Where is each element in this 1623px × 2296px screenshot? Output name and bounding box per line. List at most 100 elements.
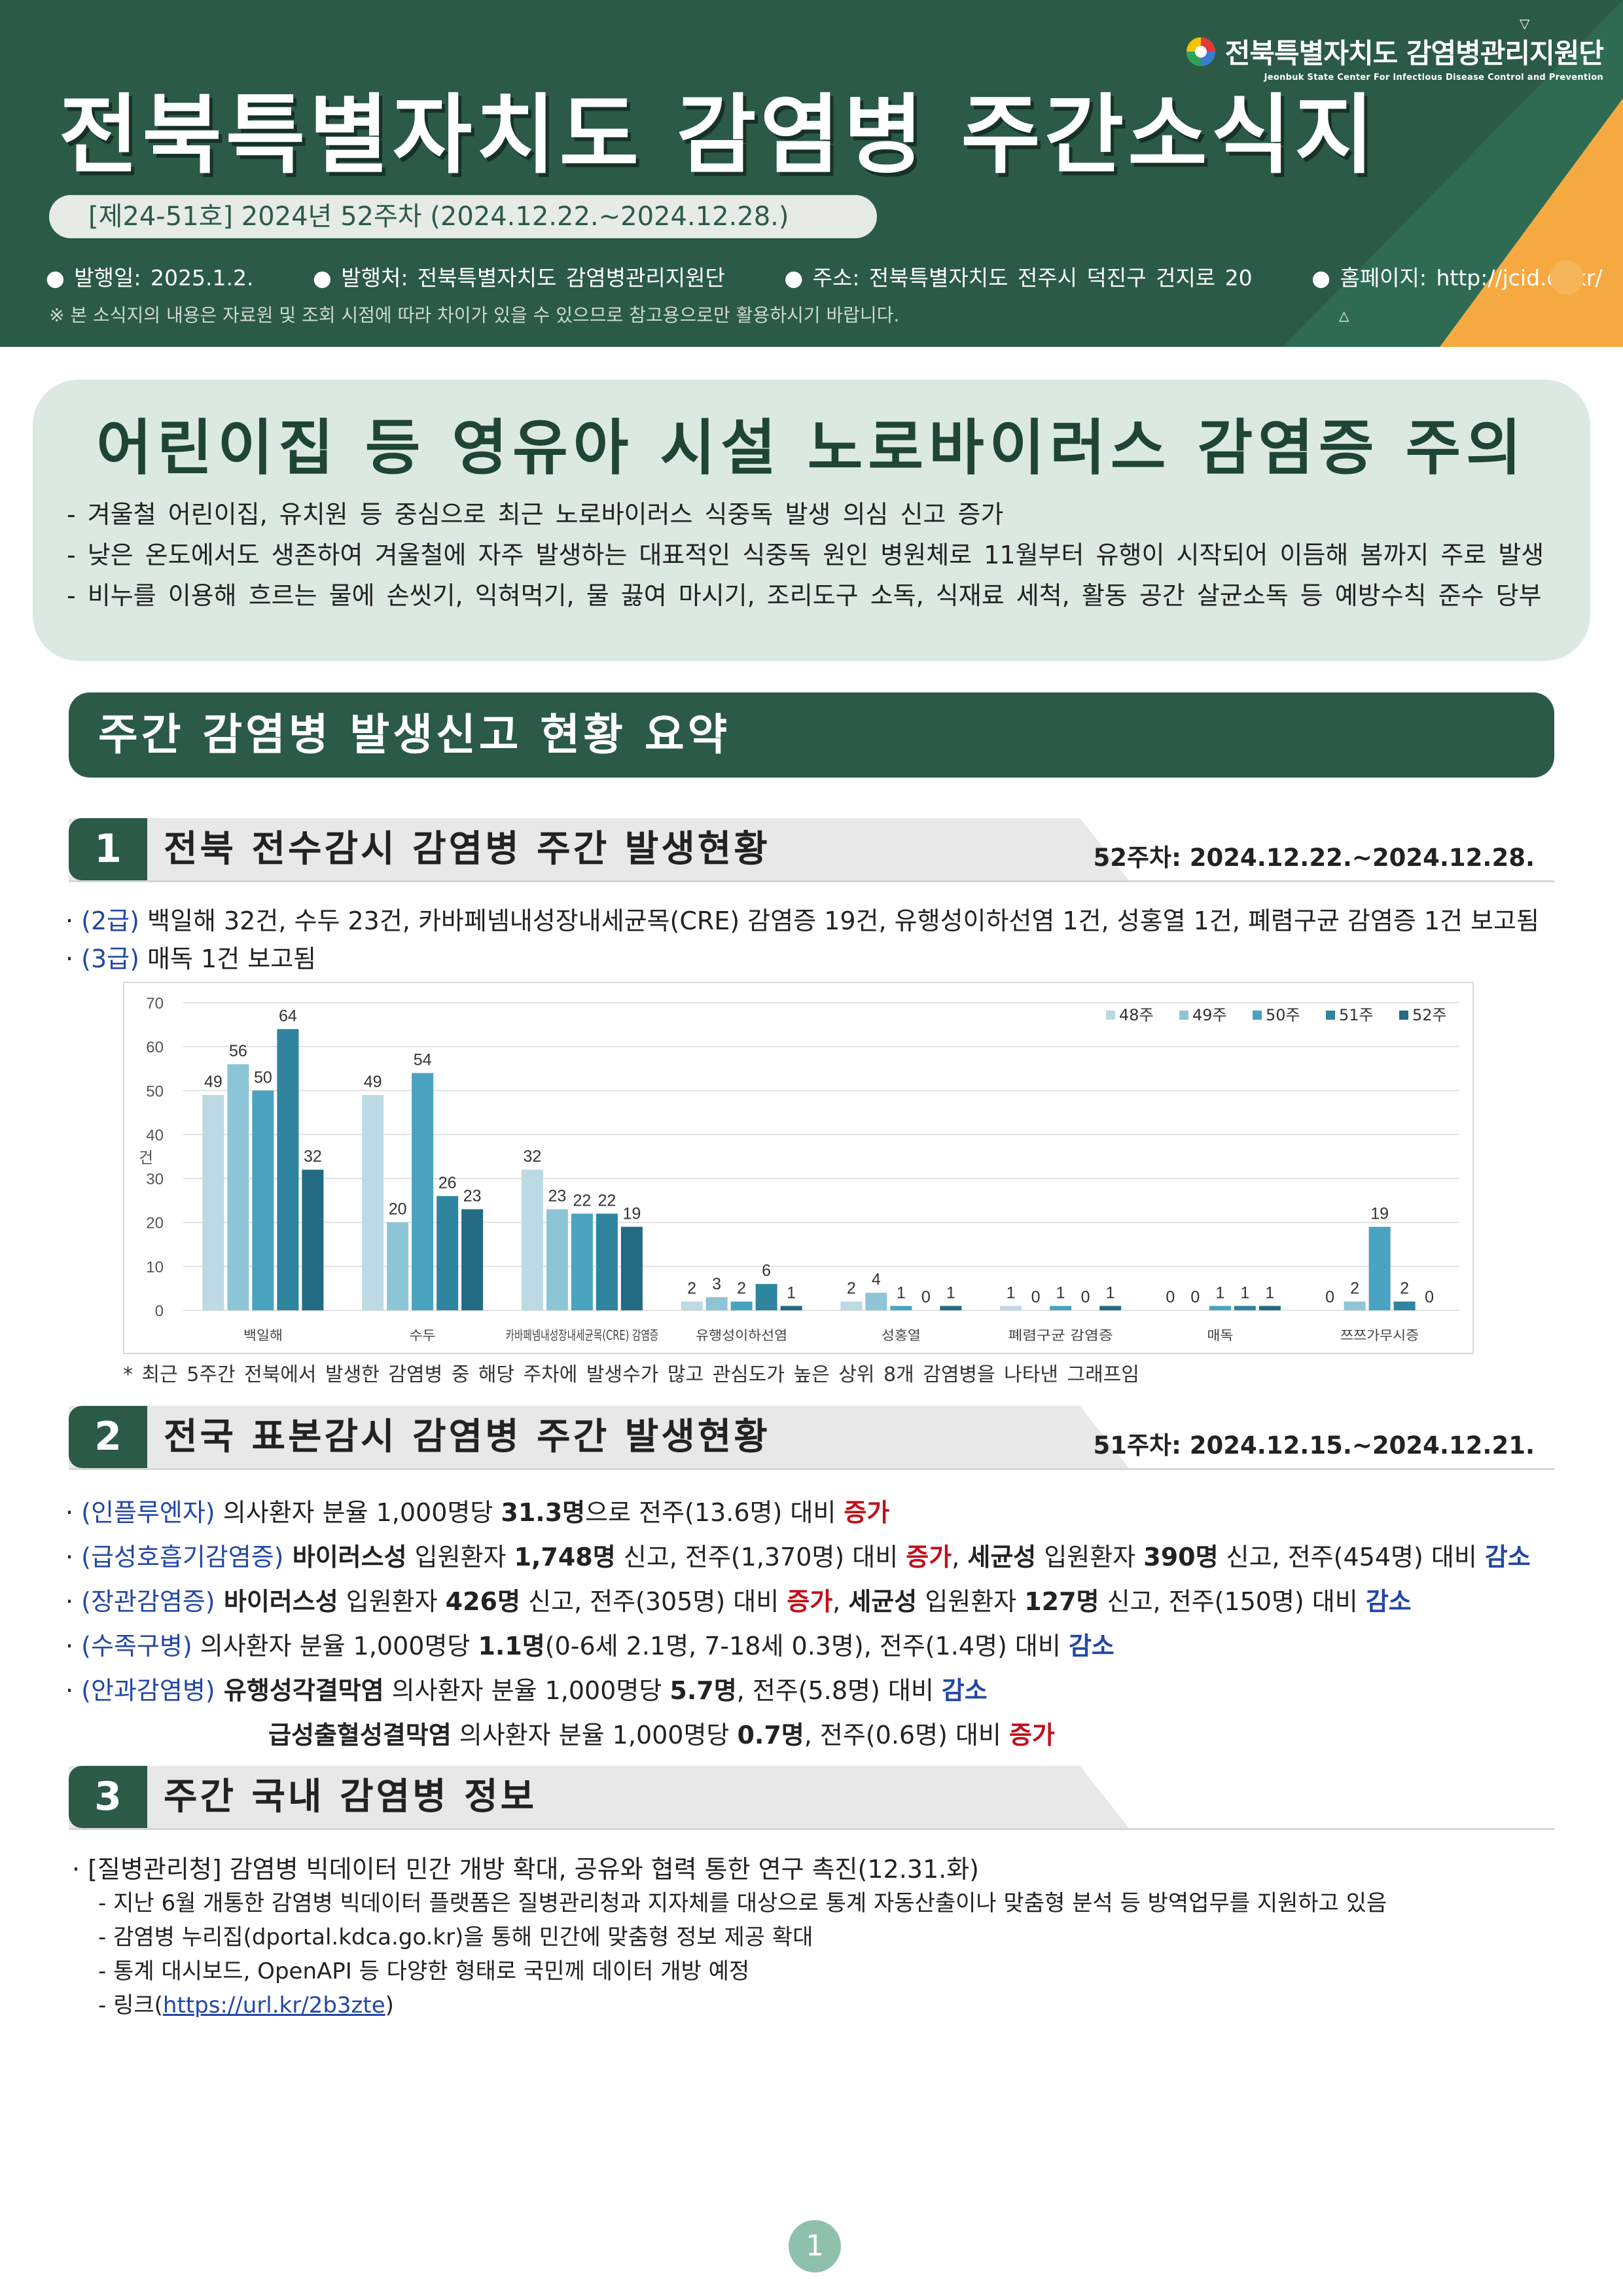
data-label: 1 bbox=[1265, 1283, 1274, 1302]
bullet-text: 입원환자 bbox=[917, 1587, 1025, 1616]
bar bbox=[362, 1095, 384, 1310]
bar bbox=[780, 1306, 802, 1310]
value: 세균성 bbox=[967, 1543, 1037, 1571]
y-tick-label: 40 bbox=[146, 1126, 164, 1144]
link-suffix: ) bbox=[385, 1992, 394, 2018]
bar bbox=[437, 1196, 459, 1310]
legend-swatch bbox=[1179, 1011, 1188, 1020]
legend-label: 51주 bbox=[1339, 1006, 1374, 1024]
category-label: 유행성이하선염 bbox=[696, 1327, 787, 1343]
section-number: 1 bbox=[69, 818, 147, 880]
section-title: 주간 국내 감염병 정보 bbox=[164, 1776, 537, 1818]
trend-increase: 증가 bbox=[787, 1587, 833, 1616]
bullet-text: 입원환자 bbox=[338, 1587, 446, 1616]
news-link[interactable]: https://url.kr/2b3zte bbox=[162, 1992, 385, 2018]
data-label: 23 bbox=[463, 1187, 482, 1206]
bullet-text: 입원환자 bbox=[406, 1543, 514, 1571]
bullet-text: 백일해 32건, 수두 23건, 카바페넴내성장내세균목(CRE) 감염증 19… bbox=[139, 906, 1539, 935]
bar bbox=[865, 1293, 887, 1310]
trend-increase: 증가 bbox=[1008, 1721, 1055, 1749]
data-label: 2 bbox=[737, 1280, 746, 1298]
org-logo-icon bbox=[1186, 37, 1215, 66]
triangle-decoration-icon: ▽ bbox=[1520, 16, 1530, 31]
y-tick-label: 60 bbox=[146, 1039, 164, 1056]
bar-chart: 010203040506070건4956506432백일해4920542623수… bbox=[139, 995, 1459, 1343]
bullet-text: 매독 1건 보고됨 bbox=[139, 944, 317, 973]
y-tick-label: 20 bbox=[146, 1215, 164, 1232]
data-label: 49 bbox=[364, 1073, 382, 1091]
bar bbox=[1209, 1306, 1231, 1310]
value: 급성출혈성결막염 bbox=[268, 1721, 452, 1749]
section-title: 전국 표본감시 감염병 주간 발생현황 bbox=[164, 1416, 770, 1458]
bar bbox=[840, 1301, 863, 1310]
data-label: 22 bbox=[597, 1191, 616, 1210]
y-tick-label: 30 bbox=[146, 1171, 164, 1189]
published-date: ● 발행일: 2025.1.2. bbox=[46, 265, 254, 291]
data-label: 1 bbox=[1215, 1283, 1224, 1302]
data-label: 2 bbox=[1350, 1280, 1359, 1298]
bullet-text: 신고, 전주(1,370명) 대비 bbox=[615, 1543, 906, 1571]
bullet-text: 의사환자 분율 1,000명당 bbox=[192, 1632, 478, 1660]
trend-decrease: 감소 bbox=[1068, 1632, 1115, 1660]
data-label: 54 bbox=[414, 1050, 432, 1069]
section-number: 2 bbox=[69, 1406, 147, 1468]
category-tag: (장관감염증) bbox=[81, 1587, 215, 1616]
section-number: 3 bbox=[69, 1766, 147, 1828]
data-label: 22 bbox=[573, 1191, 591, 1210]
section3-content: · [질병관리청] 감염병 빅데이터 민간 개방 확대, 공유와 협력 통한 연… bbox=[72, 1852, 1387, 2022]
bullet-respiratory: · (급성호흡기감염증) 바이러스성 입원환자 1,748명 신고, 전주(1,… bbox=[65, 1543, 1531, 1571]
section-divider bbox=[69, 1468, 1554, 1470]
value: 390명 bbox=[1143, 1543, 1219, 1571]
value: 127명 bbox=[1024, 1587, 1099, 1616]
bar bbox=[705, 1297, 728, 1310]
section-bar bbox=[69, 1406, 1129, 1468]
bullet-text: 의사환자 분율 1,000명당 bbox=[215, 1498, 501, 1527]
bullet-text: 으로 전주(13.6명) 대비 bbox=[585, 1498, 844, 1527]
bar bbox=[681, 1301, 703, 1310]
value: 426명 bbox=[445, 1587, 520, 1616]
org-name-en: Jeonbuk State Center For Infectious Dise… bbox=[1264, 73, 1603, 82]
page-number: 1 bbox=[789, 2220, 841, 2272]
data-label: 2 bbox=[687, 1280, 696, 1298]
legend-swatch bbox=[1326, 1011, 1335, 1020]
bullet-text: (0-6세 2.1명, 7-18세 0.3명), 전주(1.4명) 대비 bbox=[544, 1632, 1069, 1660]
bullet-text: , 전주(5.8명) 대비 bbox=[736, 1676, 942, 1705]
triangle-decoration-icon: △ bbox=[1339, 308, 1349, 323]
category-label: 백일해 bbox=[243, 1327, 283, 1343]
data-label: 2 bbox=[847, 1280, 856, 1298]
section1-bullets: · (2급) 백일해 32건, 수두 23건, 카바페넴내성장내세균목(CRE)… bbox=[65, 902, 1539, 978]
bar bbox=[890, 1306, 912, 1310]
legend-swatch bbox=[1106, 1011, 1115, 1020]
publisher: ● 발행처: 전북특별자치도 감염병관리지원단 bbox=[312, 265, 725, 291]
category-tag: (인플루엔자) bbox=[81, 1498, 215, 1527]
legend-label: 50주 bbox=[1266, 1006, 1300, 1024]
bullet-grade2: · (2급) 백일해 32건, 수두 23건, 카바페넴내성장내세균목(CRE)… bbox=[65, 906, 1539, 935]
y-tick-label: 10 bbox=[146, 1259, 164, 1276]
bar bbox=[730, 1301, 753, 1310]
bullet-influenza: · (인플루엔자) 의사환자 분율 1,000명당 31.3명으로 전주(13.… bbox=[65, 1498, 890, 1527]
data-label: 6 bbox=[762, 1262, 771, 1280]
bullet-text: , bbox=[952, 1543, 968, 1571]
bullet-text: 의사환자 분율 1,000명당 bbox=[383, 1676, 670, 1705]
data-label: 23 bbox=[548, 1187, 566, 1206]
y-tick-label: 70 bbox=[146, 995, 164, 1013]
trend-increase: 증가 bbox=[906, 1543, 952, 1571]
bar bbox=[461, 1209, 484, 1310]
bar bbox=[227, 1064, 249, 1310]
section-title: 전북 전수감시 감염병 주간 발생현황 bbox=[164, 828, 770, 870]
highlight-item: - 겨울철 어린이집, 유치원 등 중심으로 최근 노로바이러스 식중독 발생 … bbox=[67, 500, 1004, 529]
data-label: 1 bbox=[787, 1283, 796, 1302]
section-divider bbox=[69, 1828, 1554, 1830]
data-label: 1 bbox=[1007, 1283, 1016, 1302]
bar bbox=[521, 1170, 543, 1310]
section-date: 52주차: 2024.12.22.~2024.12.28. bbox=[1093, 844, 1535, 872]
trend-decrease: 감소 bbox=[1365, 1587, 1412, 1616]
data-label: 26 bbox=[438, 1174, 457, 1192]
data-label: 1 bbox=[1056, 1283, 1065, 1302]
address: ● 주소: 전북특별자치도 전주시 덕진구 건지로 20 bbox=[784, 265, 1253, 291]
y-axis-label: 건 bbox=[139, 1149, 153, 1167]
bar bbox=[1258, 1306, 1281, 1310]
data-label: 3 bbox=[712, 1275, 721, 1293]
bar bbox=[412, 1073, 434, 1310]
section1-heading: 1 전북 전수감시 감염병 주간 발생현황 52주차: 2024.12.22.~… bbox=[69, 818, 1554, 882]
